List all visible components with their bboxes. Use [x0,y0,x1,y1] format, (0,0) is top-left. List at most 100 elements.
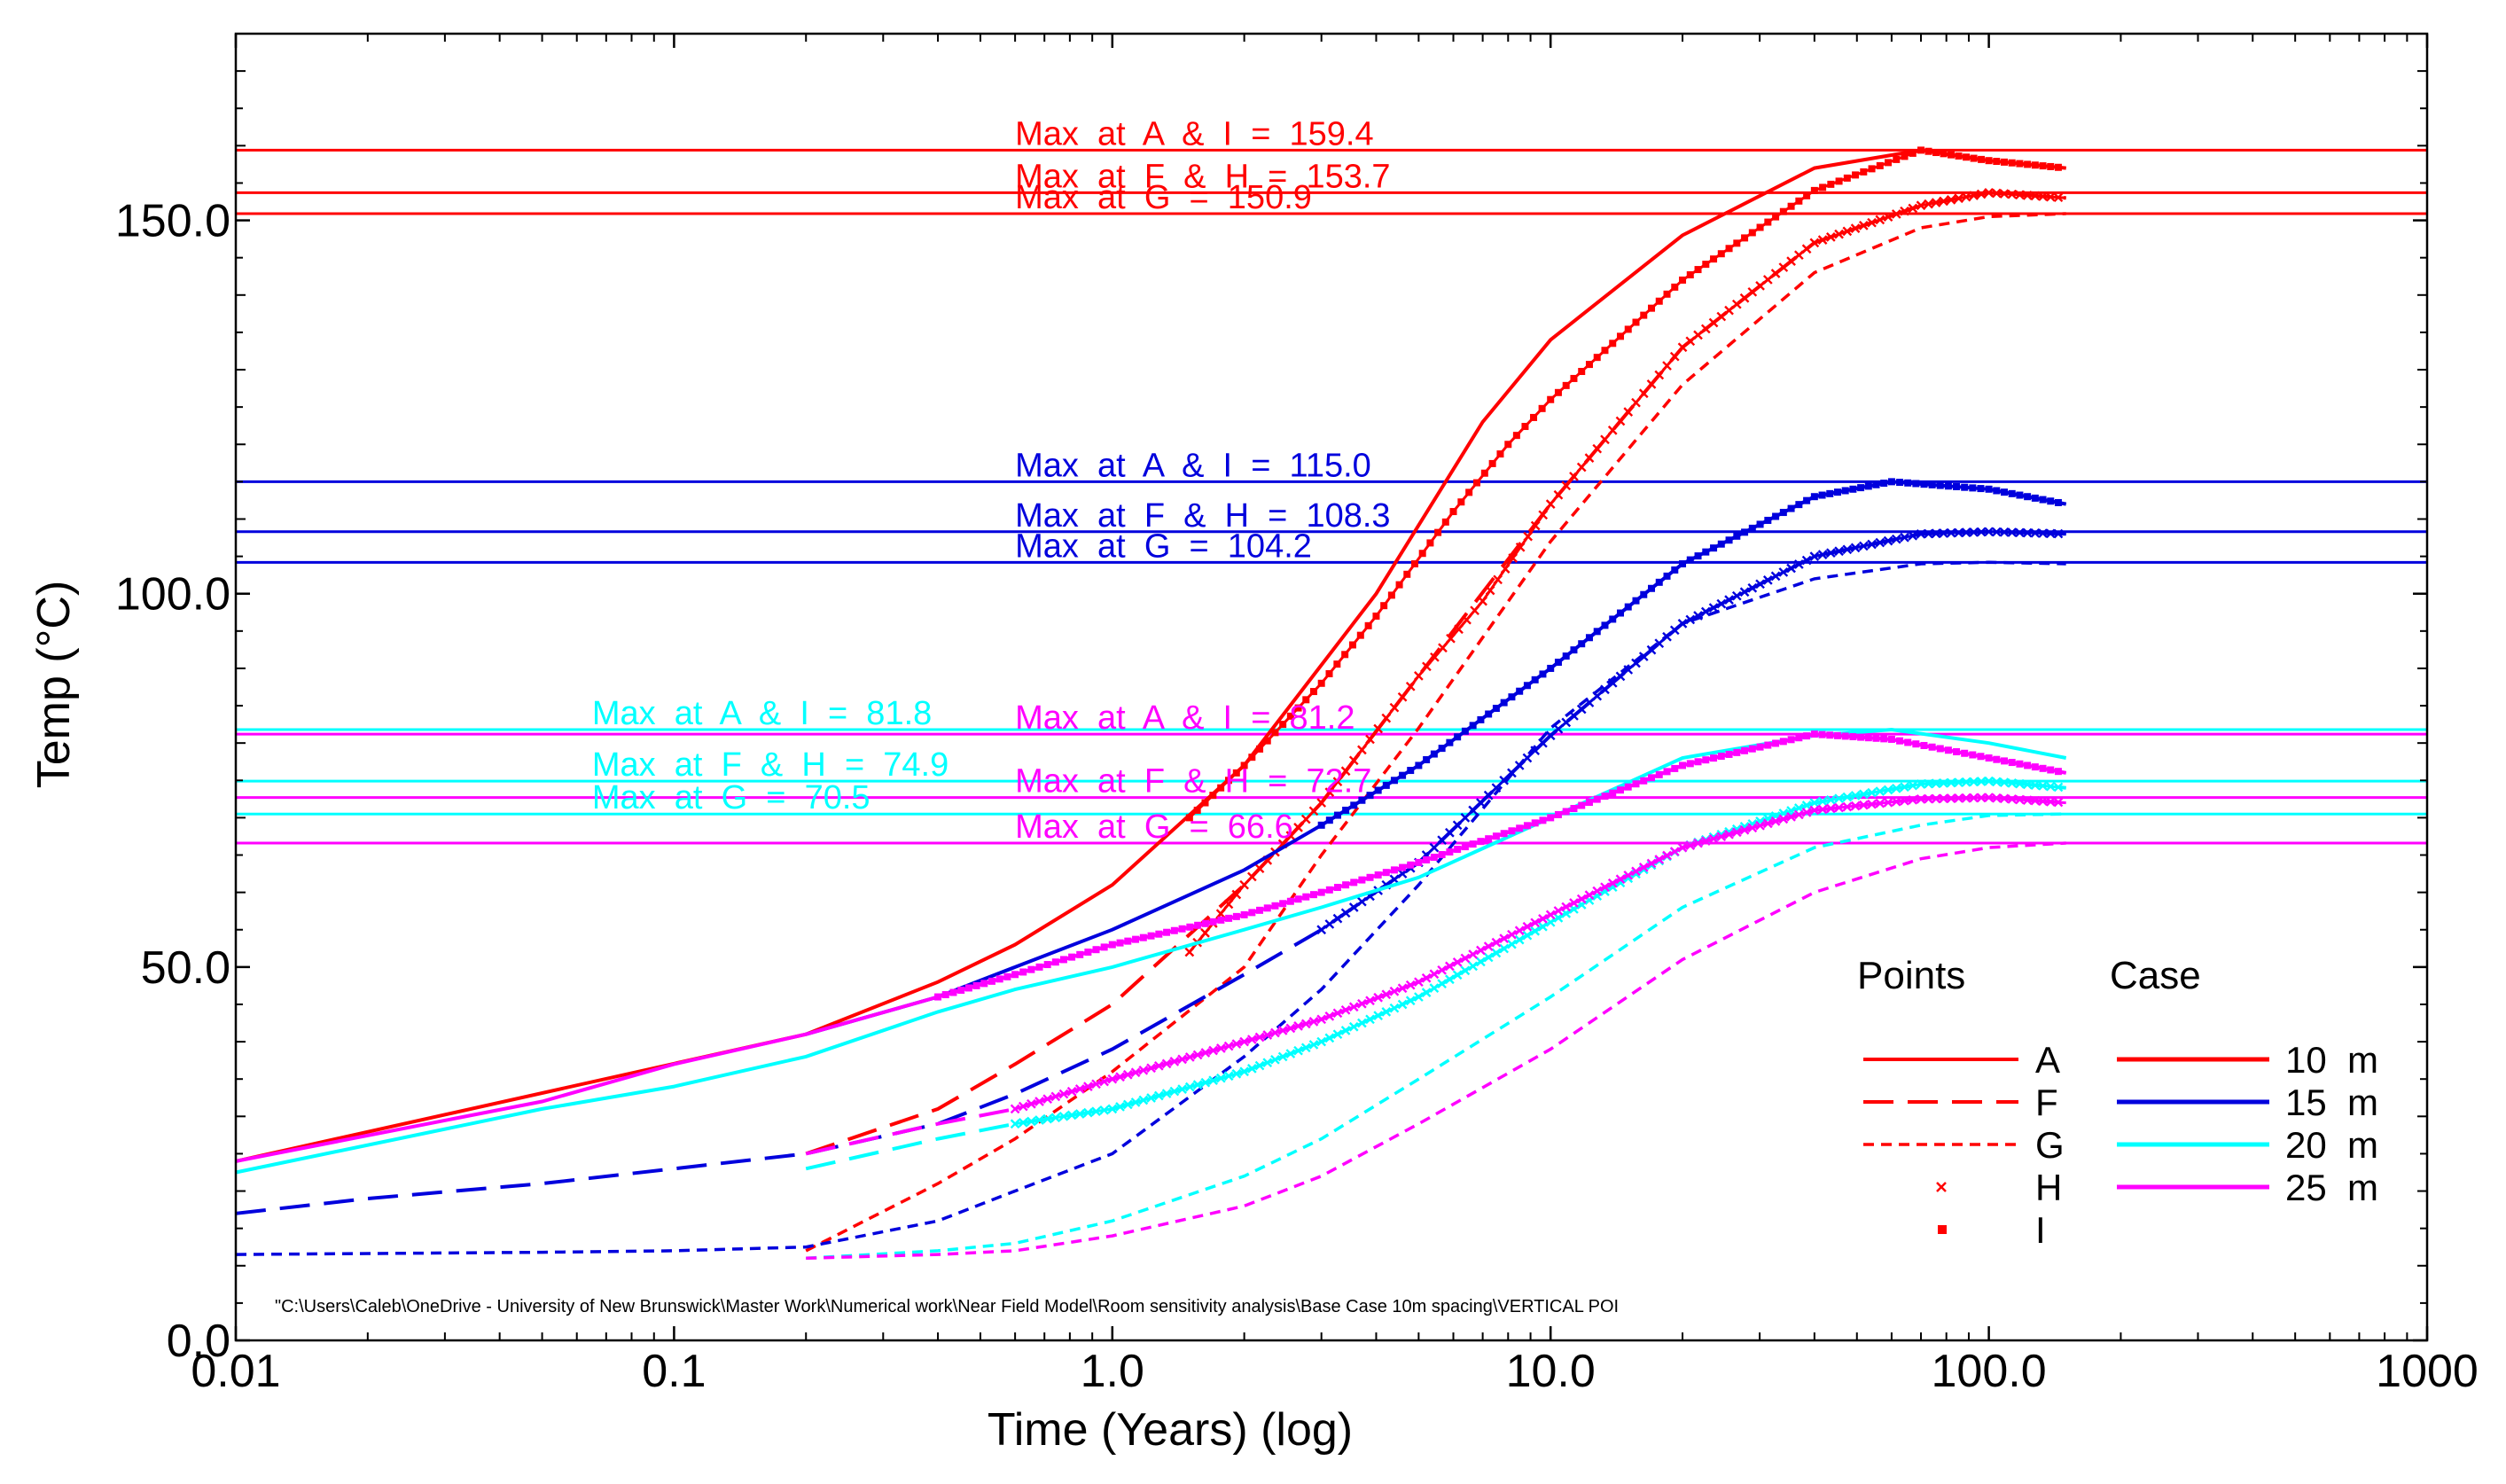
series-25m-H-marker [1592,886,1603,896]
series-10m-H-marker [1809,238,1820,248]
series-10m-F-line [805,191,2066,1156]
series-15m-I-marker [1841,487,1849,495]
series-15m-I-marker [1953,482,1961,490]
series-25m-H-marker [1569,898,1579,908]
series-10m-H-marker [1561,480,1572,491]
series-10m-I-marker [1232,769,1240,777]
series-10m-H-marker [1239,879,1249,890]
series-25m-I-marker [1593,795,1601,803]
series-25m-I-marker [2047,766,2055,774]
series-25m-I-marker [1485,835,1493,843]
series-25m-I-marker [1764,741,1772,749]
series-20m-H-marker [1208,1075,1218,1086]
series-10m-H-marker [1858,221,1869,230]
series-10m-I-marker [1341,651,1349,659]
series-25m-I-marker [1256,906,1264,914]
series-10m-H-marker [1200,928,1210,938]
series-25m-H-marker [1576,894,1587,904]
series-25m-H-marker [1875,798,1885,808]
series-10m-I-marker [1201,799,1209,807]
series-10m-I-marker [1403,570,1411,578]
x-tick-label: 1.0 [1081,1346,1144,1397]
series-25m-I-marker [1864,734,1872,742]
series-10m-I-marker [1325,669,1333,677]
series-25m-I-marker [1382,869,1390,877]
series-20m-H-marker [1931,778,1941,789]
series-10m-H-marker [1731,299,1742,309]
series-10m-I-marker [1504,441,1512,449]
x-tick-label: 10.0 [1506,1346,1596,1397]
series-25m-I-marker [1302,893,1310,901]
series-10m-H-marker [1422,661,1432,672]
series-25m-I-marker [1286,897,1294,905]
series-15m-I-marker [1415,762,1423,769]
series-25m-I-marker [1294,895,1302,903]
series-20m-H-marker [1066,1110,1077,1121]
series-25m-H-marker [1365,996,1375,1006]
series-15m-H-marker [1809,551,1820,561]
series-10m-H-marker [1485,585,1495,596]
series-15m-H-marker [1825,548,1836,558]
series-25m-I-marker [1508,827,1516,835]
series-25m-I-marker [2024,762,2032,769]
series-25m-H-marker [1900,795,1909,806]
series-10m-I-marker [1616,332,1624,340]
series-25m-H-marker [1916,793,1926,804]
max-annotation: Max at A & I = 115.0 [1015,447,1371,484]
series-20m-H-marker [1429,983,1440,993]
series-25m-H-marker [1654,855,1665,864]
series-25m-I-marker [1186,923,1194,931]
series-25m-H-marker [1984,793,1994,803]
series-20m-H-marker [1161,1089,1172,1098]
series-25m-I-marker [1178,925,1186,933]
legend-case-label: 15 m [2285,1082,2378,1123]
series-25m-I-marker [2008,759,2016,767]
series-25m-I-marker [2016,760,2024,768]
series-25m-H-marker [1739,824,1750,835]
series-10m-I-marker [1372,612,1380,620]
series-10m-I-marker [1480,469,1488,477]
series-25m-I-marker [1423,855,1431,863]
series-25m-H-marker [1708,833,1719,844]
series-15m-H-marker [1762,575,1773,585]
series-15m-I-marker [1993,487,2001,495]
series-25m-I-marker [1271,902,1279,910]
series-15m-H-marker [1801,555,1812,566]
series-10m-I-marker [1671,283,1679,291]
series-10m-I-marker [1449,508,1457,516]
series-20m-H-marker [1452,970,1463,980]
series-20m-H-marker [1445,974,1455,985]
series-10m-H-marker [1493,574,1503,585]
series-10m-H-marker [1438,643,1448,653]
series-25m-I-marker [1969,751,1977,759]
series-10m-I-marker [1710,255,1718,263]
series-25m-H-marker [1091,1079,1101,1090]
series-15m-H-marker [1724,595,1734,605]
series-25m-I-marker [1624,783,1632,791]
series-25m-H-marker [1169,1057,1180,1066]
series-15m-I-marker [2054,498,2062,506]
series-15m-I-marker [1671,566,1679,574]
series-15m-I-marker [1531,676,1539,683]
series-10m-H-marker [1462,614,1472,625]
y-tick-label: 0.0 [167,1316,230,1367]
series-10m-H-marker [1405,681,1416,691]
series-10m-H-marker [1976,189,1987,199]
series-15m-I-marker [1430,750,1438,758]
series-20m-H-marker [1999,777,2010,787]
series-10m-I-marker [1819,184,1827,191]
series-10m-I-marker [1426,539,1434,547]
series-25m-H-marker [1530,918,1541,928]
series-25m-H-marker [1553,906,1564,916]
series-10m-H-marker [1662,361,1672,371]
series-10m-H-marker [1867,217,1877,228]
series-25m-I-marker [1609,789,1617,797]
series-25m-H-marker [1491,937,1502,948]
series-20m-H-marker [1809,798,1820,808]
series-25m-H-marker [1308,1016,1319,1027]
series-25m-H-marker [1700,836,1711,847]
series-20m-H-marker [1414,992,1424,1002]
series-10m-H-marker [1954,193,1963,204]
series-25m-H-marker [1146,1063,1156,1074]
